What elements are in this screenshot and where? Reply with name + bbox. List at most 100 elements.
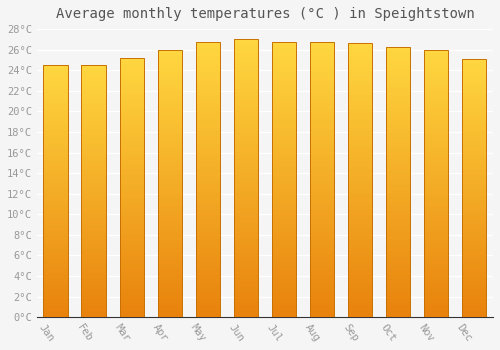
- Bar: [310, 148, 334, 149]
- Bar: [424, 301, 448, 302]
- Bar: [82, 258, 106, 259]
- Bar: [120, 195, 144, 197]
- Bar: [44, 205, 68, 206]
- Bar: [424, 128, 448, 130]
- Bar: [424, 135, 448, 136]
- Bar: [272, 169, 296, 170]
- Bar: [158, 266, 182, 268]
- Bar: [196, 276, 220, 277]
- Bar: [158, 256, 182, 257]
- Bar: [424, 91, 448, 92]
- Bar: [424, 290, 448, 292]
- Bar: [158, 234, 182, 236]
- Bar: [348, 183, 372, 184]
- Bar: [348, 298, 372, 299]
- Bar: [272, 64, 296, 66]
- Bar: [424, 155, 448, 156]
- Bar: [120, 127, 144, 128]
- Bar: [234, 307, 258, 309]
- Bar: [44, 303, 68, 304]
- Bar: [82, 111, 106, 112]
- Bar: [348, 305, 372, 306]
- Bar: [272, 194, 296, 195]
- Bar: [44, 307, 68, 308]
- Bar: [234, 278, 258, 280]
- Bar: [158, 182, 182, 183]
- Bar: [462, 182, 486, 183]
- Bar: [44, 196, 68, 197]
- Bar: [310, 132, 334, 133]
- Bar: [462, 76, 486, 77]
- Bar: [196, 169, 220, 170]
- Bar: [272, 222, 296, 224]
- Bar: [158, 92, 182, 94]
- Bar: [310, 112, 334, 114]
- Bar: [462, 153, 486, 154]
- Bar: [82, 293, 106, 294]
- Bar: [82, 307, 106, 308]
- Bar: [44, 89, 68, 90]
- Bar: [44, 262, 68, 263]
- Bar: [120, 101, 144, 102]
- Bar: [424, 145, 448, 146]
- Bar: [348, 288, 372, 290]
- Bar: [82, 166, 106, 167]
- Bar: [310, 272, 334, 273]
- Bar: [462, 274, 486, 276]
- Bar: [234, 261, 258, 263]
- Bar: [196, 75, 220, 77]
- Bar: [196, 303, 220, 305]
- Bar: [82, 181, 106, 182]
- Bar: [386, 278, 410, 279]
- Bar: [310, 291, 334, 292]
- Bar: [272, 129, 296, 130]
- Bar: [424, 214, 448, 216]
- Bar: [462, 277, 486, 278]
- Bar: [82, 221, 106, 223]
- Bar: [120, 58, 144, 59]
- Bar: [462, 75, 486, 76]
- Bar: [424, 209, 448, 210]
- Bar: [82, 69, 106, 70]
- Bar: [310, 170, 334, 172]
- Bar: [348, 112, 372, 113]
- Bar: [386, 256, 410, 258]
- Bar: [462, 234, 486, 236]
- Bar: [386, 260, 410, 262]
- Bar: [310, 206, 334, 207]
- Bar: [462, 131, 486, 133]
- Bar: [44, 294, 68, 296]
- Bar: [44, 244, 68, 245]
- Bar: [234, 312, 258, 313]
- Bar: [196, 224, 220, 225]
- Bar: [44, 107, 68, 108]
- Bar: [158, 229, 182, 230]
- Bar: [348, 127, 372, 128]
- Bar: [120, 246, 144, 247]
- Bar: [310, 247, 334, 248]
- Bar: [310, 163, 334, 164]
- Bar: [424, 216, 448, 217]
- Bar: [462, 210, 486, 211]
- Bar: [196, 86, 220, 88]
- Bar: [234, 119, 258, 120]
- Bar: [310, 253, 334, 254]
- Bar: [310, 305, 334, 306]
- Bar: [120, 285, 144, 286]
- Bar: [386, 229, 410, 231]
- Bar: [44, 214, 68, 215]
- Bar: [310, 274, 334, 276]
- Bar: [196, 294, 220, 295]
- Bar: [348, 268, 372, 269]
- Bar: [310, 210, 334, 211]
- Bar: [348, 182, 372, 183]
- Bar: [310, 57, 334, 59]
- Bar: [462, 114, 486, 116]
- Bar: [44, 288, 68, 289]
- Bar: [120, 182, 144, 184]
- Bar: [158, 202, 182, 203]
- Bar: [424, 195, 448, 197]
- Bar: [82, 112, 106, 113]
- Bar: [158, 90, 182, 91]
- Bar: [462, 112, 486, 113]
